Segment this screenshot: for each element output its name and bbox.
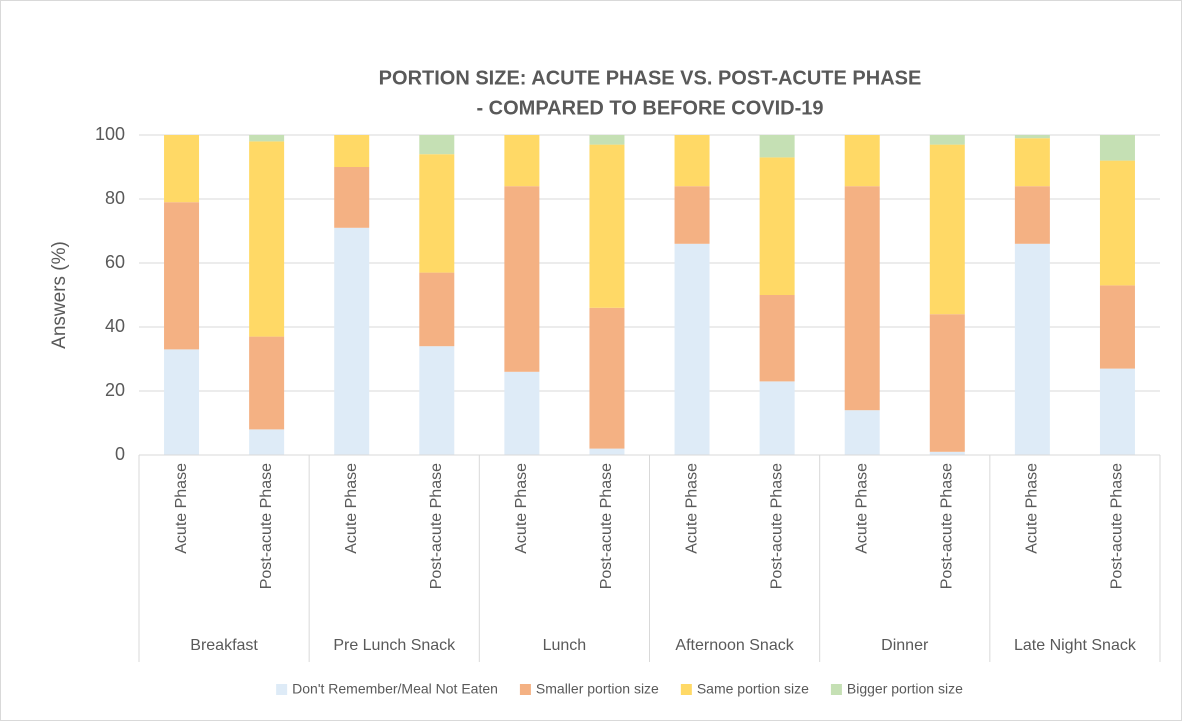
bar-segment bbox=[759, 381, 795, 455]
chart-title: PORTION SIZE: ACUTE PHASE VS. POST-ACUTE… bbox=[379, 67, 922, 89]
legend-swatch bbox=[680, 684, 692, 695]
bar-segment bbox=[419, 135, 455, 155]
legend-label: Same portion size bbox=[697, 681, 809, 697]
bar-segment bbox=[419, 154, 455, 273]
bar-segment bbox=[759, 295, 795, 382]
bar-segment bbox=[249, 135, 285, 142]
group-label: Late Night Snack bbox=[1014, 637, 1137, 654]
legend-swatch bbox=[830, 684, 842, 695]
bar-segment bbox=[844, 410, 880, 455]
bar-segment bbox=[1099, 160, 1135, 286]
legend-label: Smaller portion size bbox=[536, 681, 659, 697]
bar-segment bbox=[844, 135, 880, 187]
group-label: Lunch bbox=[543, 637, 587, 654]
bar-segment bbox=[759, 135, 795, 158]
bar-segment bbox=[1014, 138, 1050, 187]
bar-segment bbox=[674, 135, 710, 187]
bar-segment bbox=[164, 202, 200, 350]
group-label: Breakfast bbox=[190, 637, 258, 654]
x-tick-label: Post-acute Phase bbox=[768, 463, 785, 589]
bar-segment bbox=[929, 314, 965, 452]
bar-segment bbox=[1099, 135, 1135, 161]
bar-segment bbox=[249, 336, 285, 430]
bar-segment bbox=[249, 429, 285, 455]
bar-segment bbox=[334, 135, 370, 167]
bar-segment bbox=[1099, 285, 1135, 369]
legend-label: Don't Remember/Meal Not Eaten bbox=[292, 681, 498, 697]
y-tick-label: 20 bbox=[105, 380, 125, 400]
x-tick-label: Acute Phase bbox=[683, 463, 700, 554]
y-tick-label: 60 bbox=[105, 252, 125, 272]
x-tick-label: Post-acute Phase bbox=[428, 463, 445, 589]
bar-segment bbox=[1014, 135, 1050, 139]
y-tick-label: 40 bbox=[105, 316, 125, 336]
group-label: Afternoon Snack bbox=[675, 637, 794, 654]
x-tick-label: Acute Phase bbox=[173, 463, 190, 554]
x-tick-label: Acute Phase bbox=[343, 463, 360, 554]
bar-segment bbox=[419, 346, 455, 455]
y-tick-label: 80 bbox=[105, 188, 125, 208]
bar-segment bbox=[164, 135, 200, 203]
x-tick-label: Acute Phase bbox=[853, 463, 870, 554]
bar-segment bbox=[589, 144, 625, 308]
bar-segment bbox=[249, 141, 285, 337]
bar-segment bbox=[674, 186, 710, 244]
bar-segment bbox=[504, 135, 540, 187]
group-label: Dinner bbox=[881, 637, 929, 654]
x-tick-label: Post-acute Phase bbox=[258, 463, 275, 589]
legend-swatch bbox=[519, 684, 531, 695]
bar-segment bbox=[334, 167, 370, 228]
x-tick-label: Acute Phase bbox=[513, 463, 530, 554]
bar-segment bbox=[589, 448, 625, 455]
x-tick-label: Post-acute Phase bbox=[598, 463, 615, 589]
y-tick-label: 100 bbox=[95, 124, 125, 144]
bar-segment bbox=[929, 451, 965, 455]
bar-segment bbox=[504, 186, 540, 372]
y-axis-label: Answers (%) bbox=[49, 241, 70, 349]
chart-title: - COMPARED TO BEFORE COVID-19 bbox=[476, 97, 823, 119]
x-tick-label: Acute Phase bbox=[1024, 463, 1041, 554]
bar-segment bbox=[164, 349, 200, 455]
bar-segment bbox=[589, 307, 625, 449]
legend-swatch bbox=[276, 684, 288, 695]
bar-segment bbox=[419, 272, 455, 347]
bar-segment bbox=[1014, 243, 1050, 455]
bar-segment bbox=[759, 157, 795, 295]
bar-segment bbox=[1099, 368, 1135, 455]
bar-segment bbox=[334, 227, 370, 455]
bar-segment bbox=[1014, 186, 1050, 244]
legend-label: Bigger portion size bbox=[847, 681, 963, 697]
y-tick-label: 0 bbox=[115, 444, 125, 464]
bar-segment bbox=[674, 243, 710, 455]
group-label: Pre Lunch Snack bbox=[333, 637, 456, 654]
bar-segment bbox=[844, 186, 880, 411]
x-tick-label: Post-acute Phase bbox=[1109, 463, 1126, 589]
bar-segment bbox=[929, 144, 965, 315]
bar-segment bbox=[589, 135, 625, 145]
bar-segment bbox=[929, 135, 965, 145]
bar-segment bbox=[504, 371, 540, 455]
x-tick-label: Post-acute Phase bbox=[939, 463, 956, 589]
